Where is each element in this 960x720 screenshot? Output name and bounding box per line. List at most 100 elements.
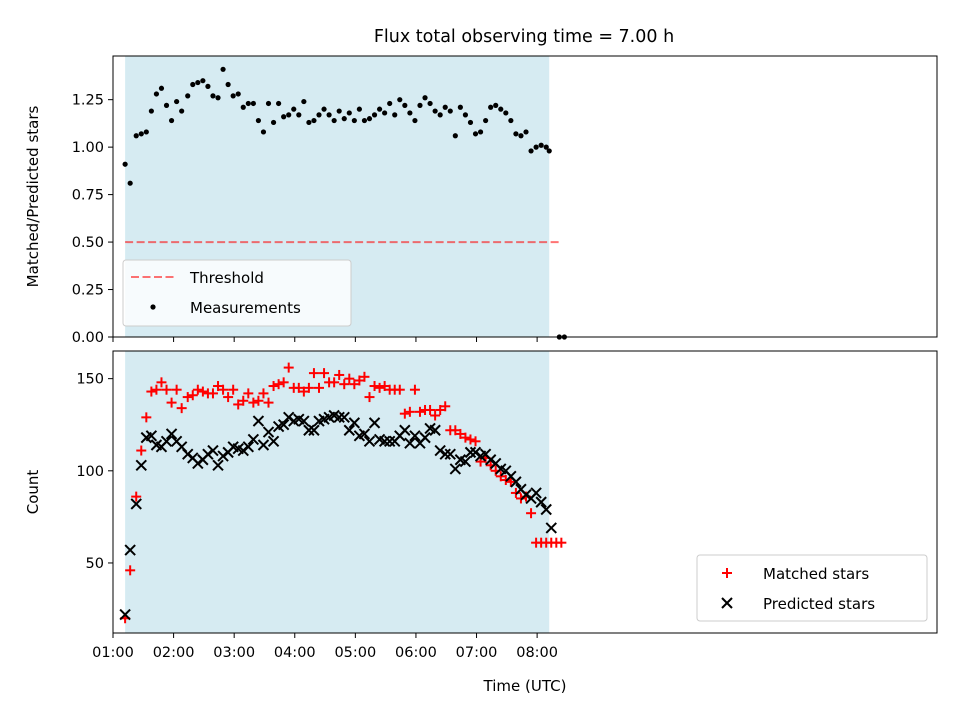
matched-point — [359, 371, 370, 382]
matched-point — [334, 369, 345, 380]
matched-point — [283, 362, 294, 373]
bottom-y-axis-label: Count — [24, 470, 42, 515]
measurement-point — [296, 112, 302, 118]
predicted-point-b — [419, 431, 431, 444]
measurement-point — [376, 106, 383, 112]
measurement-point — [163, 102, 170, 108]
predicted-point — [160, 435, 173, 448]
matched-point — [125, 565, 136, 576]
chart-title: Flux total observing time = 7.00 h — [374, 27, 674, 47]
predicted-point-b — [277, 419, 290, 431]
top-legend: Threshold Measurements — [122, 259, 352, 327]
matched-point — [156, 377, 167, 388]
legend-measurements-swatch — [150, 304, 156, 310]
predicted-point-b — [383, 435, 396, 448]
matched-point — [404, 406, 415, 417]
predicted-point-b — [130, 498, 142, 510]
matched-point — [329, 377, 340, 388]
predicted-point-b — [459, 455, 472, 468]
bottom-y-tick-label: 150 — [76, 372, 104, 388]
predicted-point — [277, 419, 290, 431]
predicted-point-b — [373, 433, 386, 446]
matched-point — [243, 388, 254, 399]
measurement-point — [174, 98, 180, 105]
predicted-point-b — [170, 435, 183, 448]
measurement-point — [427, 100, 433, 107]
bottom-x-tick-label: 01:00 — [92, 645, 134, 661]
measurement-point — [133, 133, 139, 139]
predicted-point — [119, 608, 131, 621]
predicted-point — [242, 441, 255, 453]
bottom-x-tick-label: 05:00 — [334, 645, 376, 661]
measurement-point — [240, 104, 246, 110]
predicted-point — [212, 459, 224, 471]
predicted-point-b — [303, 424, 315, 436]
matched-point — [349, 379, 360, 390]
matched-point — [268, 381, 279, 392]
bottom-panel: 50 100 150 01:00 02:00 03:00 04:00 05:00 06:00 07… — [24, 350, 938, 695]
legend-predicted-swatch — [721, 597, 733, 609]
predicted-point — [368, 417, 381, 429]
predicted-point — [252, 415, 265, 427]
measurement-point — [437, 112, 443, 118]
matched-point — [213, 381, 224, 392]
matched-point — [455, 428, 466, 439]
bottom-x-tick-label: 07:00 — [456, 645, 498, 661]
legend-threshold-label: Threshold — [189, 269, 264, 287]
measurement-point — [286, 112, 292, 118]
measurement-point — [518, 133, 524, 139]
measurement-point — [472, 131, 479, 137]
predicted-point-b — [212, 459, 224, 471]
predicted-point — [464, 446, 477, 459]
matched-point — [223, 392, 234, 403]
bottom-legend: Matched stars Predicted stars — [696, 554, 928, 622]
matched-point — [369, 381, 380, 392]
matched-point — [141, 412, 152, 423]
predicted-point-b — [165, 428, 178, 440]
measurement-point — [546, 148, 552, 154]
predicted-point-b — [510, 476, 522, 488]
predicted-point — [257, 439, 270, 451]
matched-point — [197, 386, 208, 397]
bottom-legend-box — [696, 554, 928, 622]
measurement-point — [225, 81, 231, 88]
predicted-point-b — [505, 470, 517, 483]
matched-point — [364, 392, 375, 403]
matched-point — [379, 381, 390, 392]
measurement-point — [143, 129, 149, 135]
measurement-point — [215, 95, 221, 101]
measurement-point — [351, 117, 357, 124]
measurement-point — [148, 108, 154, 114]
legend-measurements-label: Measurements — [190, 299, 301, 317]
measurement-point — [366, 116, 373, 122]
measurement-point — [230, 93, 236, 99]
matched-point — [298, 386, 309, 397]
top-y-tick-label: 0.50 — [72, 235, 104, 251]
measurement-point — [250, 100, 256, 107]
measurement-point — [200, 78, 206, 84]
predicted-point — [338, 411, 350, 424]
matched-point — [414, 406, 425, 417]
measurement-point — [462, 112, 469, 118]
measurement-point — [513, 131, 519, 137]
predicted-point-b — [358, 428, 371, 440]
predicted-point-b — [530, 487, 542, 499]
predicted-point — [378, 435, 391, 448]
top-axes-frame — [112, 55, 938, 338]
predicted-point — [145, 430, 158, 442]
matched-point — [440, 401, 451, 412]
matched-point — [430, 410, 441, 421]
measurement-point — [260, 129, 267, 135]
matched-point — [166, 397, 177, 408]
measurement-point — [316, 112, 322, 118]
legend-matched-swatch — [722, 568, 732, 578]
matched-point — [505, 476, 516, 487]
measurement-point — [543, 144, 549, 150]
bottom-x-tick-label: 04:00 — [274, 645, 316, 661]
measurement-point — [210, 93, 216, 99]
top-legend-box — [122, 259, 352, 327]
predicted-point — [267, 435, 280, 448]
predicted-point-b — [500, 465, 512, 477]
bottom-x-tick-label: 06:00 — [395, 645, 437, 661]
